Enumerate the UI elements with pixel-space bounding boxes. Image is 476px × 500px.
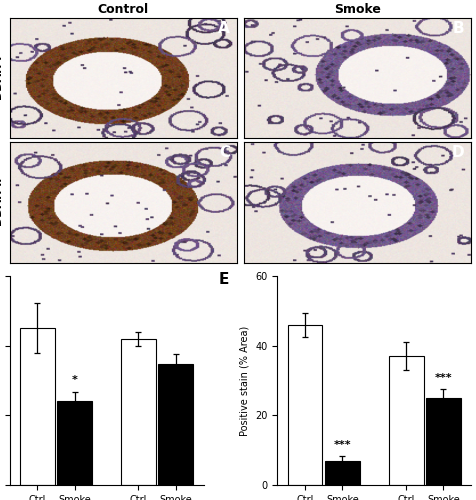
Bar (389, 356, 424, 485)
Text: D: D (452, 146, 465, 160)
Bar (159, 364, 193, 485)
Bar (288, 325, 322, 485)
Text: ***: *** (334, 440, 351, 450)
Text: C: C (219, 146, 230, 160)
Y-axis label: DDAH I: DDAH I (0, 56, 4, 100)
Title: Control: Control (98, 4, 149, 16)
Bar (325, 460, 360, 485)
Y-axis label: Positive stain (% Area): Positive stain (% Area) (239, 326, 249, 436)
Text: E: E (219, 272, 229, 287)
Text: ***: *** (435, 373, 452, 383)
Bar (20, 328, 55, 485)
Text: B: B (453, 21, 465, 36)
Text: A: A (218, 21, 230, 36)
Bar (121, 339, 156, 485)
Title: Smoke: Smoke (334, 4, 381, 16)
Bar (57, 402, 92, 485)
Bar (426, 398, 461, 485)
Y-axis label: DDAH II: DDAH II (0, 178, 4, 226)
Text: *: * (72, 376, 78, 386)
